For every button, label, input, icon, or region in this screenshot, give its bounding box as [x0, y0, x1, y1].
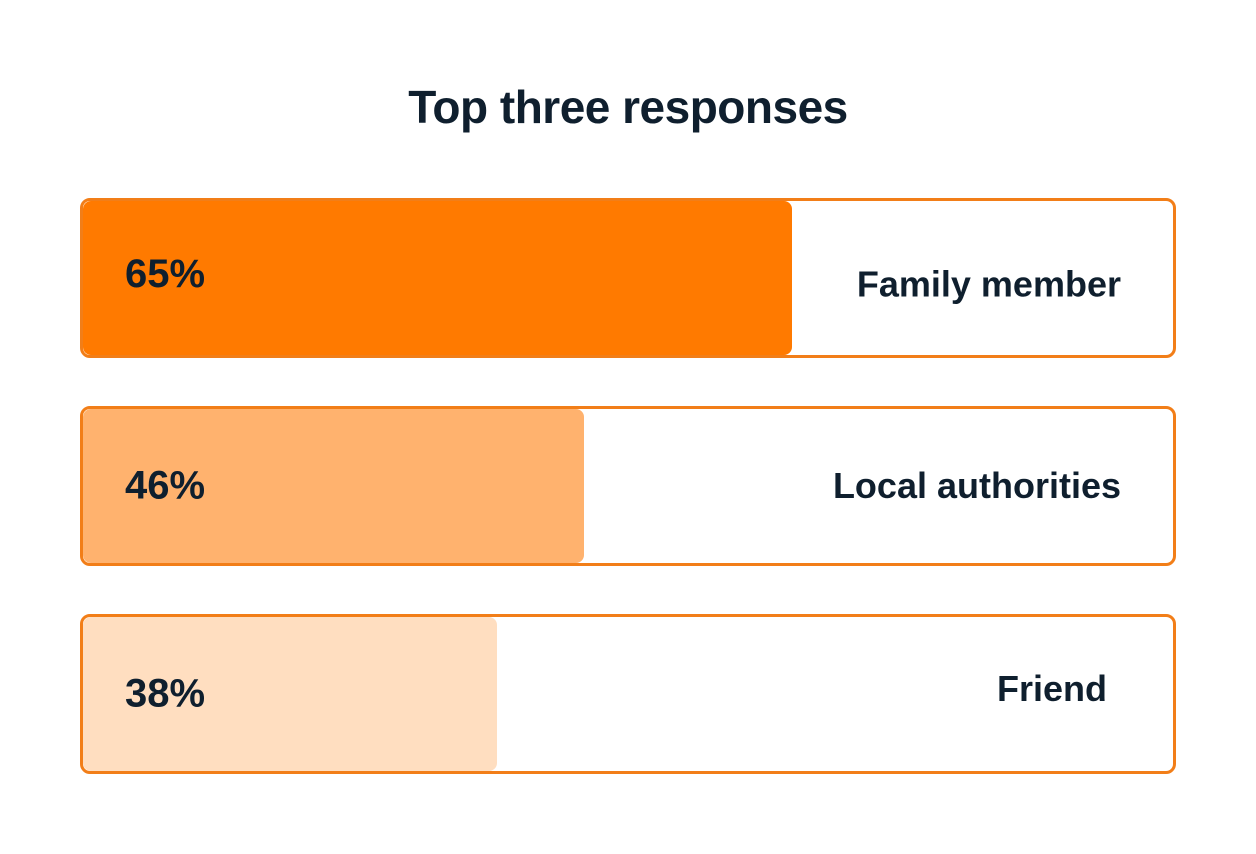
bar-family-member: [83, 201, 792, 355]
bar-value-label: 65%: [125, 251, 206, 296]
bar-category-label: Friend: [996, 667, 1107, 709]
bar-row-friend: 38% Friend: [80, 614, 1176, 774]
bar-row-family-member: 65% Family member: [80, 198, 1176, 358]
bar-value-label: 46%: [125, 463, 206, 508]
chart-title: Top three responses: [408, 81, 848, 133]
bar-local-authorities: [83, 409, 584, 563]
bar-category-label: Family member: [856, 263, 1121, 305]
bar-friend: [83, 617, 497, 771]
bar-row-local-authorities: 46% Local authorities: [80, 406, 1176, 566]
bar-category-label: Local authorities: [832, 465, 1121, 506]
bar-chart: 65% Family member 46% Local authorities …: [80, 198, 1176, 774]
bar-value-label: 38%: [125, 671, 206, 716]
